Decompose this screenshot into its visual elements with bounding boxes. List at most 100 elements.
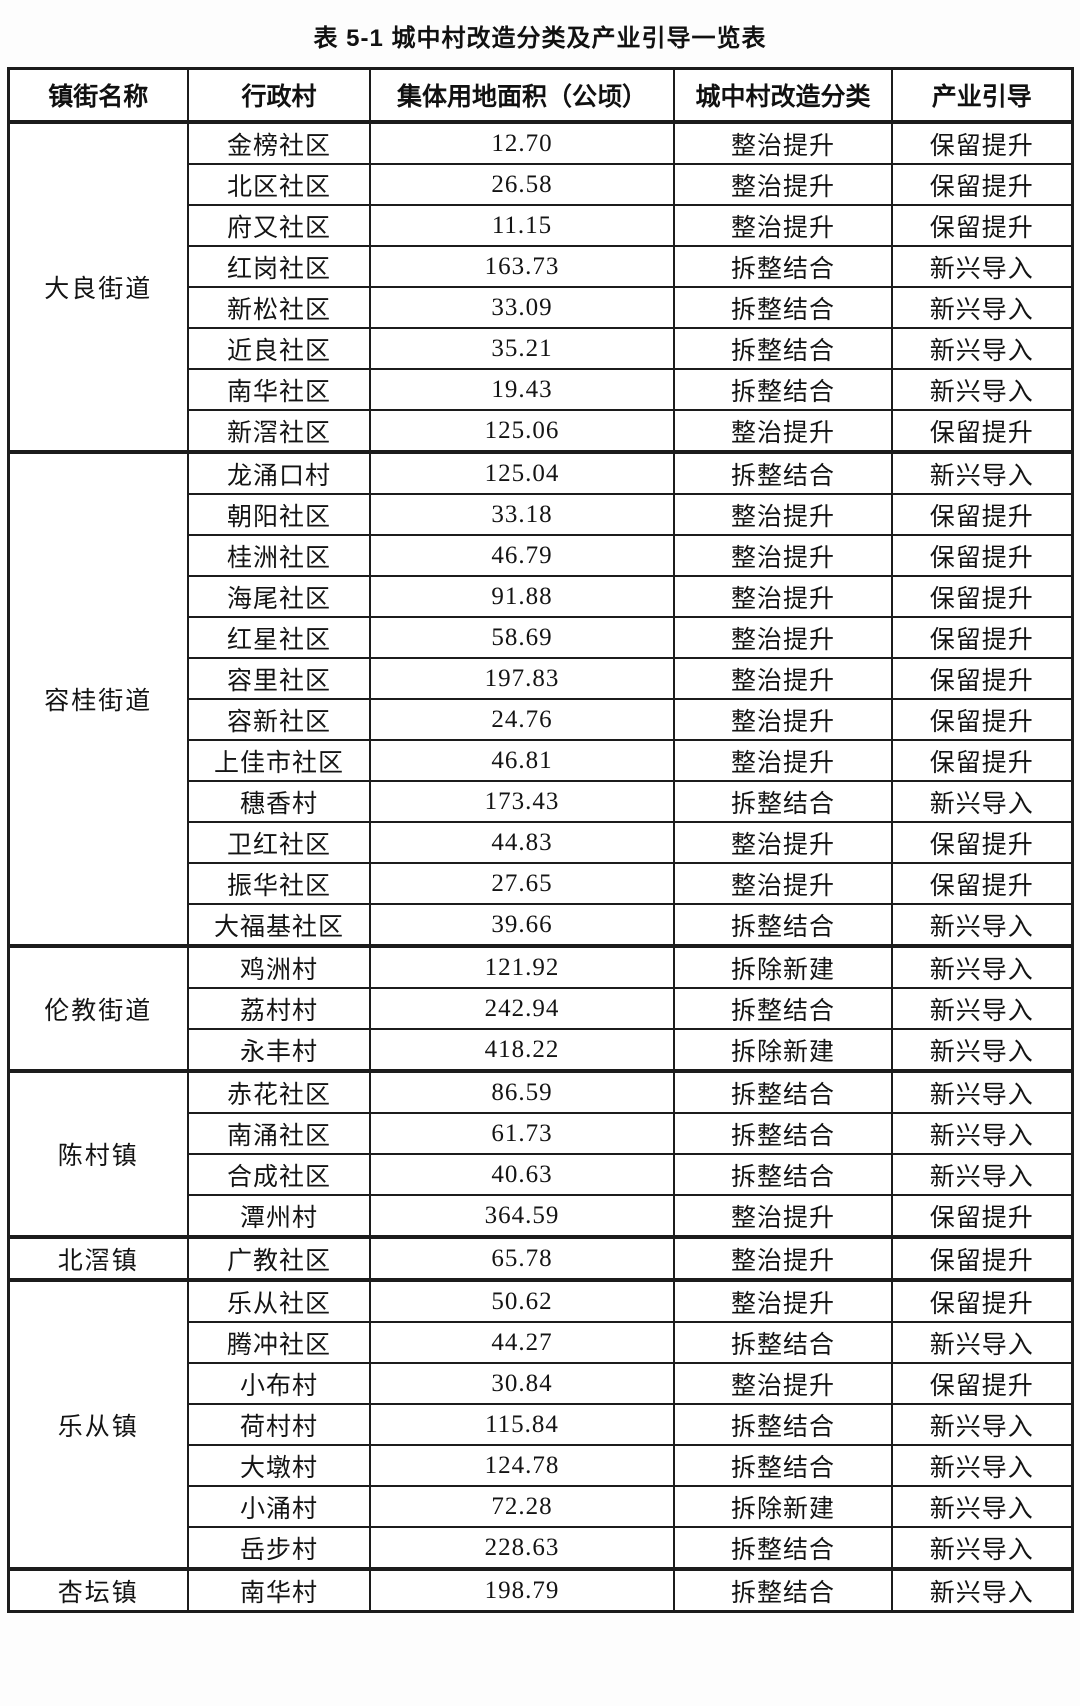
village-cell: 近良社区 [187,327,371,370]
guidance-cell: 新兴导入 [891,368,1073,411]
classification-cell: 拆整结合 [673,245,893,288]
area-cell: 11.15 [369,204,675,247]
guidance-cell: 新兴导入 [891,1526,1073,1570]
guidance-cell: 新兴导入 [891,1028,1073,1072]
village-cell: 乐从社区 [187,1278,371,1323]
guidance-cell: 保留提升 [891,616,1073,659]
guidance-cell: 保留提升 [891,739,1073,782]
village-cell: 容新社区 [187,698,371,741]
table-row: 朝阳社区 33.18 整治提升 保留提升 [8,493,1073,536]
table-row: 北滘镇 广教社区 65.78 整治提升 保留提升 [7,1235,1073,1281]
classification-cell: 拆除新建 [673,1485,893,1528]
classification-cell: 拆整结合 [673,1112,893,1155]
guidance-cell: 保留提升 [891,862,1073,905]
village-cell: 卫红社区 [187,821,371,864]
classification-cell: 整治提升 [673,204,893,247]
town-cell: 杏坛镇 [7,1567,189,1613]
table-row: 穗香村 173.43 拆整结合 新兴导入 [8,780,1073,823]
classification-cell: 整治提升 [673,698,893,741]
classification-cell: 整治提升 [673,575,893,618]
guidance-cell: 保留提升 [891,698,1073,741]
classification-cell: 拆整结合 [673,1567,893,1613]
village-cell: 南涌社区 [187,1112,371,1155]
table-row: 腾冲社区 44.27 拆整结合 新兴导入 [8,1321,1073,1364]
classification-cell: 拆除新建 [673,944,893,989]
guidance-cell: 新兴导入 [891,780,1073,823]
village-cell: 赤花社区 [187,1069,371,1114]
village-cell: 广教社区 [187,1235,371,1281]
table-row: 陈村镇 赤花社区 86.59 拆整结合 新兴导入 [7,1069,1073,1238]
area-cell: 125.04 [369,450,675,495]
area-cell: 12.70 [369,120,675,165]
guidance-cell: 保留提升 [891,575,1073,618]
area-cell: 124.78 [369,1444,675,1487]
area-cell: 27.65 [369,862,675,905]
column-header-classification: 城中村改造分类 [673,67,893,124]
guidance-cell: 保留提升 [891,1235,1073,1281]
village-cell: 穗香村 [187,780,371,823]
table-row: 府又社区 11.15 整治提升 保留提升 [8,204,1073,247]
column-header-town: 镇街名称 [7,67,189,124]
area-cell: 72.28 [369,1485,675,1528]
village-cell: 振华社区 [187,862,371,905]
village-cell: 北区社区 [187,163,371,206]
classification-cell: 拆整结合 [673,1069,893,1114]
table-row: 小布村 30.84 整治提升 保留提升 [8,1362,1073,1405]
guidance-cell: 新兴导入 [891,987,1073,1030]
classification-cell: 拆整结合 [673,450,893,495]
guidance-cell: 新兴导入 [891,1112,1073,1155]
table-title: 表 5-1 城中村改造分类及产业引导一览表 [313,25,767,52]
village-cell: 潭州村 [187,1194,371,1238]
table-row: 南涌社区 61.73 拆整结合 新兴导入 [8,1112,1073,1155]
area-cell: 50.62 [369,1278,675,1323]
classification-cell: 整治提升 [673,616,893,659]
classification-cell: 整治提升 [673,534,893,577]
table-body: 大良街道 金榜社区 12.70 整治提升 保留提升 北区社区 26.58 整治提升 保留提升 府又… [7,120,1073,1613]
guidance-cell: 新兴导入 [891,1444,1073,1487]
village-cell: 上佳市社区 [187,739,371,782]
guidance-cell: 新兴导入 [891,944,1073,989]
area-cell: 24.76 [369,698,675,741]
column-header-area: 集体用地面积（公顷） [369,67,675,124]
town-cell: 大良街道 [7,120,189,453]
area-cell: 242.94 [369,987,675,1030]
village-cell: 红星社区 [187,616,371,659]
area-cell: 115.84 [369,1403,675,1446]
area-cell: 125.06 [369,409,675,453]
area-cell: 228.63 [369,1526,675,1570]
village-cell: 永丰村 [187,1028,371,1072]
table-row: 大良街道 金榜社区 12.70 整治提升 保留提升 [7,120,1073,453]
guidance-cell: 新兴导入 [891,1153,1073,1196]
guidance-cell: 保留提升 [891,1194,1073,1238]
area-cell: 35.21 [369,327,675,370]
village-cell: 合成社区 [187,1153,371,1196]
village-cell: 海尾社区 [187,575,371,618]
classification-cell: 拆整结合 [673,1526,893,1570]
classification-cell: 整治提升 [673,1235,893,1281]
guidance-cell: 新兴导入 [891,1321,1073,1364]
guidance-cell: 新兴导入 [891,286,1073,329]
guidance-cell: 保留提升 [891,1278,1073,1323]
area-cell: 19.43 [369,368,675,411]
classification-cell: 拆除新建 [673,1028,893,1072]
village-cell: 荔村村 [187,987,371,1030]
guidance-cell: 新兴导入 [891,327,1073,370]
area-cell: 44.83 [369,821,675,864]
guidance-cell: 保留提升 [891,1362,1073,1405]
classification-cell: 拆整结合 [673,286,893,329]
area-cell: 33.09 [369,286,675,329]
village-cell: 新滘社区 [187,409,371,453]
town-cell: 伦教街道 [7,944,189,1072]
area-cell: 197.83 [369,657,675,700]
town-cell: 容桂街道 [7,450,189,947]
classification-cell: 拆整结合 [673,1321,893,1364]
village-cell: 腾冲社区 [187,1321,371,1364]
guidance-cell: 保留提升 [891,493,1073,536]
area-cell: 44.27 [369,1321,675,1364]
table-row: 小涌村 72.28 拆除新建 新兴导入 [8,1485,1073,1528]
classification-cell: 整治提升 [673,739,893,782]
village-cell: 金榜社区 [187,120,371,165]
classification-cell: 整治提升 [673,120,893,165]
table-row: 红星社区 58.69 整治提升 保留提升 [8,616,1073,659]
guidance-cell: 新兴导入 [891,1403,1073,1446]
